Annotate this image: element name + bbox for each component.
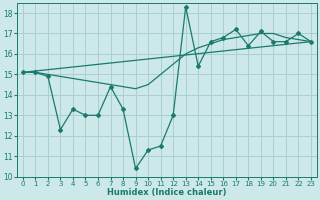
- X-axis label: Humidex (Indice chaleur): Humidex (Indice chaleur): [107, 188, 227, 197]
